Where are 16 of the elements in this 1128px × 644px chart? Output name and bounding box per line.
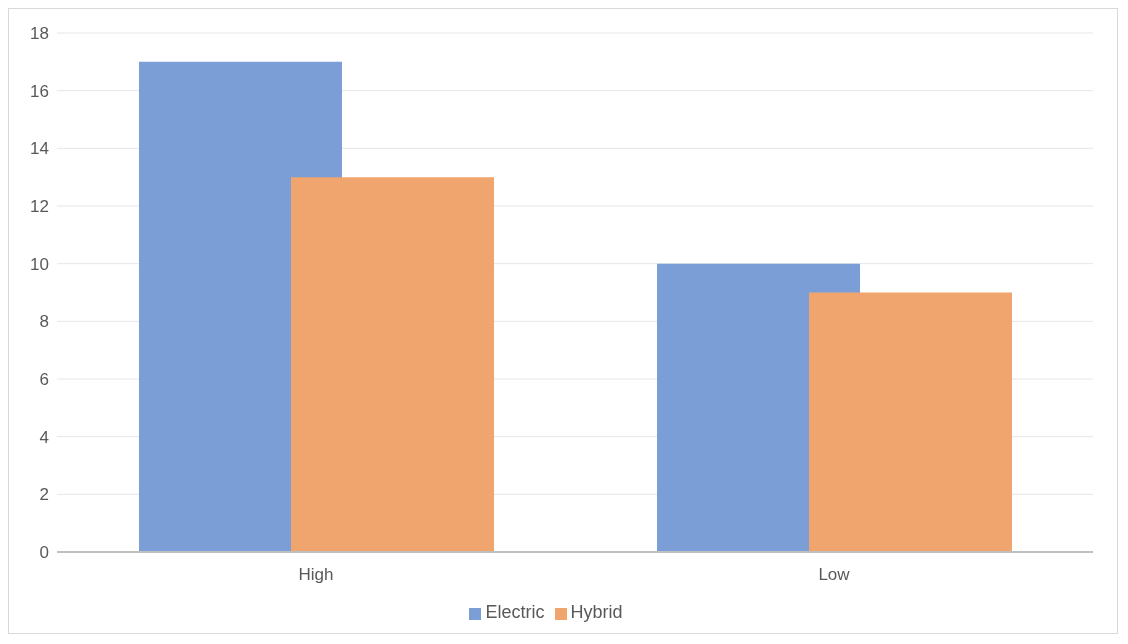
y-tick-label: 2 — [39, 485, 49, 505]
y-tick-label: 4 — [39, 427, 49, 447]
x-tick-label: High — [298, 565, 334, 585]
y-tick-label: 10 — [30, 254, 49, 274]
y-tick-label: 0 — [39, 543, 49, 563]
bar — [809, 292, 1012, 552]
y-tick-label: 18 — [30, 24, 49, 44]
legend-label: Electric — [485, 602, 545, 622]
y-tick-label: 14 — [30, 139, 49, 159]
legend-label: Hybrid — [570, 602, 623, 622]
x-tick-label: Low — [818, 565, 851, 585]
y-tick-label: 8 — [39, 312, 49, 332]
y-tick-label: 16 — [30, 81, 49, 101]
y-tick-label: 12 — [30, 197, 49, 217]
y-tick-label: 6 — [39, 370, 49, 390]
bar — [291, 177, 494, 552]
